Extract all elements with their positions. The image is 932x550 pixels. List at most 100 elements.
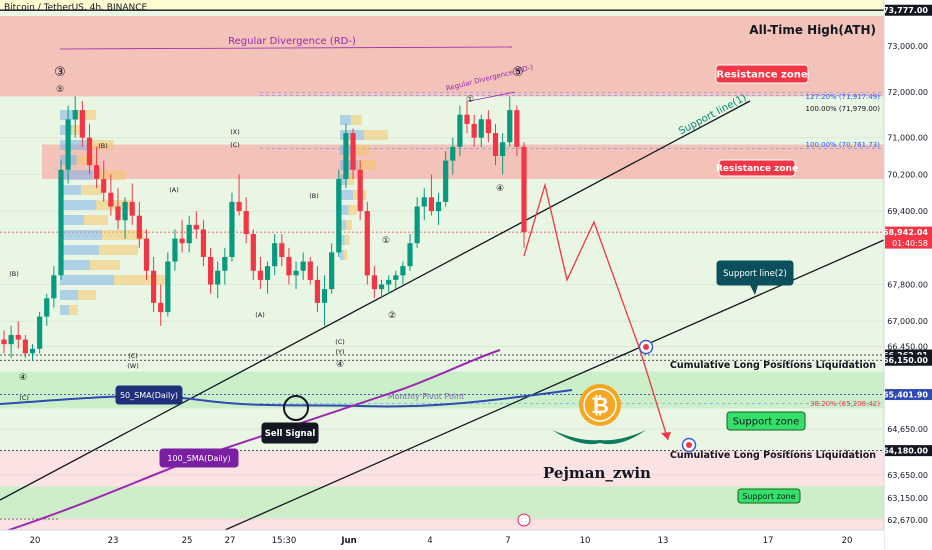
price-tag-bg-0 — [885, 4, 932, 16]
candle-body-4 — [29, 348, 36, 354]
ath-label: All-Time High(ATH) — [749, 23, 876, 37]
candle-body-69 — [492, 133, 499, 157]
volume-gold-3 — [76, 155, 94, 165]
x-tick-1: 23 — [108, 536, 119, 546]
y-tick-5: 67,800.00 — [887, 281, 928, 290]
y-tick-3: 70,200.00 — [887, 170, 928, 179]
candle-body-21 — [150, 270, 157, 303]
time-axis[interactable]: 20 23 25 27 15:30 Jun 4 7 10 13 17 20 — [0, 513, 884, 550]
candle-body-51 — [364, 211, 370, 276]
candle-body-34 — [243, 211, 249, 235]
price-tag-bg-3 — [885, 354, 932, 366]
candle-body-1 — [8, 334, 14, 345]
wave-label-5: ④ — [336, 360, 344, 370]
candle-body-9 — [65, 119, 71, 170]
projected-path — [523, 182, 669, 441]
volume-blue-19 — [340, 190, 354, 200]
candle-body-19 — [136, 215, 142, 239]
cumulative-label-2: Cumulative Long Positions Liquidation — [670, 450, 876, 461]
volume-blue-22 — [340, 235, 345, 245]
candle-body-52 — [371, 275, 378, 290]
logo-swoosh — [552, 430, 646, 445]
candle-body-53 — [378, 284, 385, 290]
volume-gold-13 — [69, 305, 78, 315]
volume-blue-4 — [60, 170, 93, 180]
support-zone-label-1-text: Support zone — [733, 417, 800, 428]
candle-body-23 — [165, 261, 171, 313]
wave-label-1: ⑤ — [56, 85, 64, 95]
volume-gold-18 — [347, 175, 355, 185]
resistance-zone-label-1-text: Resistance zone — [716, 70, 807, 81]
y-tick-0: 73,000.00 — [887, 42, 928, 51]
x-tick-3: 27 — [225, 536, 236, 546]
wave-label-11: (B) — [98, 142, 108, 150]
candle-body-66 — [471, 123, 477, 138]
wave-label-18: (W) — [127, 362, 139, 370]
sma50-label-bg — [115, 385, 183, 405]
wave-label-15: (C) — [128, 352, 138, 360]
candle-body-67 — [478, 119, 484, 138]
candle-body-38 — [272, 243, 278, 267]
candle-body-14 — [101, 178, 107, 193]
resistance-zone-label-2-text: Resistance zone — [716, 164, 798, 174]
y-tick-1: 72,000.00 — [887, 88, 928, 97]
candle-body-15 — [108, 192, 114, 207]
candle-body-57 — [407, 243, 413, 267]
price-tag-bg-5 — [885, 445, 932, 457]
volume-blue-14 — [340, 115, 351, 125]
volume-blue-7 — [60, 215, 84, 225]
volume-gold-20 — [348, 205, 357, 215]
x-tick-7: 7 — [505, 536, 510, 546]
candle-body-17 — [122, 201, 128, 221]
candle-body-31 — [222, 256, 228, 271]
price-tag-4: 65,401.90 — [883, 391, 928, 400]
volume-gold-14 — [350, 115, 362, 125]
volume-blue-13 — [60, 305, 69, 315]
support-zone-label-1-bg — [726, 411, 806, 431]
zone-3 — [0, 486, 884, 519]
wave-label-20: (C) — [19, 394, 29, 402]
candle-body-48 — [343, 133, 349, 179]
wave-label-14: (B) — [309, 192, 319, 200]
trend-lines — [0, 9, 884, 530]
wave-label-4: ④ — [496, 184, 504, 194]
volume-gold-21 — [346, 220, 352, 230]
support-line-2-label: Support line(2) — [716, 260, 794, 286]
divergence-line-small — [469, 91, 516, 102]
candle-body-30 — [215, 270, 221, 285]
candle-body-44 — [314, 279, 321, 303]
candle-body-20 — [143, 238, 150, 271]
wave-label-7: ② — [388, 311, 396, 321]
sell-signal-circle — [283, 395, 309, 421]
candle-body-43 — [307, 261, 313, 280]
volume-blue-21 — [340, 220, 346, 230]
sell-signal-label-bg — [261, 422, 319, 444]
y-tick-7: 66,450.00 — [887, 342, 928, 351]
author-logo: ₿ Pejman_zwin — [543, 384, 651, 482]
volume-blue-9 — [60, 245, 99, 255]
candle-body-25 — [179, 238, 185, 244]
price-tag-bg-4 — [885, 389, 932, 401]
candle-body-41 — [293, 270, 299, 276]
candle-body-45 — [321, 289, 328, 303]
volume-gold-9 — [99, 245, 138, 255]
candle-body-72 — [514, 110, 520, 147]
support-line-2-label-text: Support line(2) — [723, 269, 787, 279]
divergence-label: Regular Divergence (RD-) — [228, 36, 356, 47]
candle-body-35 — [250, 234, 256, 271]
volume-blue-17 — [340, 160, 358, 170]
y-tick-4: 69,400.00 — [887, 207, 928, 216]
target-icon-center-0 — [643, 344, 649, 350]
logo-coin — [579, 384, 621, 426]
price-axis[interactable]: USDT73,000.0072,000.0071,000.0070,200.00… — [883, 0, 932, 550]
volume-gold-8 — [102, 230, 144, 240]
volume-gold-7 — [84, 215, 108, 225]
candle-body-28 — [200, 229, 207, 257]
x-tick-10: 17 — [763, 536, 774, 546]
candle-body-61 — [435, 201, 442, 212]
volume-gold-17 — [358, 160, 376, 170]
volume-blue-8 — [60, 230, 102, 240]
volume-blue-10 — [60, 260, 90, 270]
candle-body-68 — [485, 119, 491, 134]
candle-body-47 — [336, 178, 342, 253]
